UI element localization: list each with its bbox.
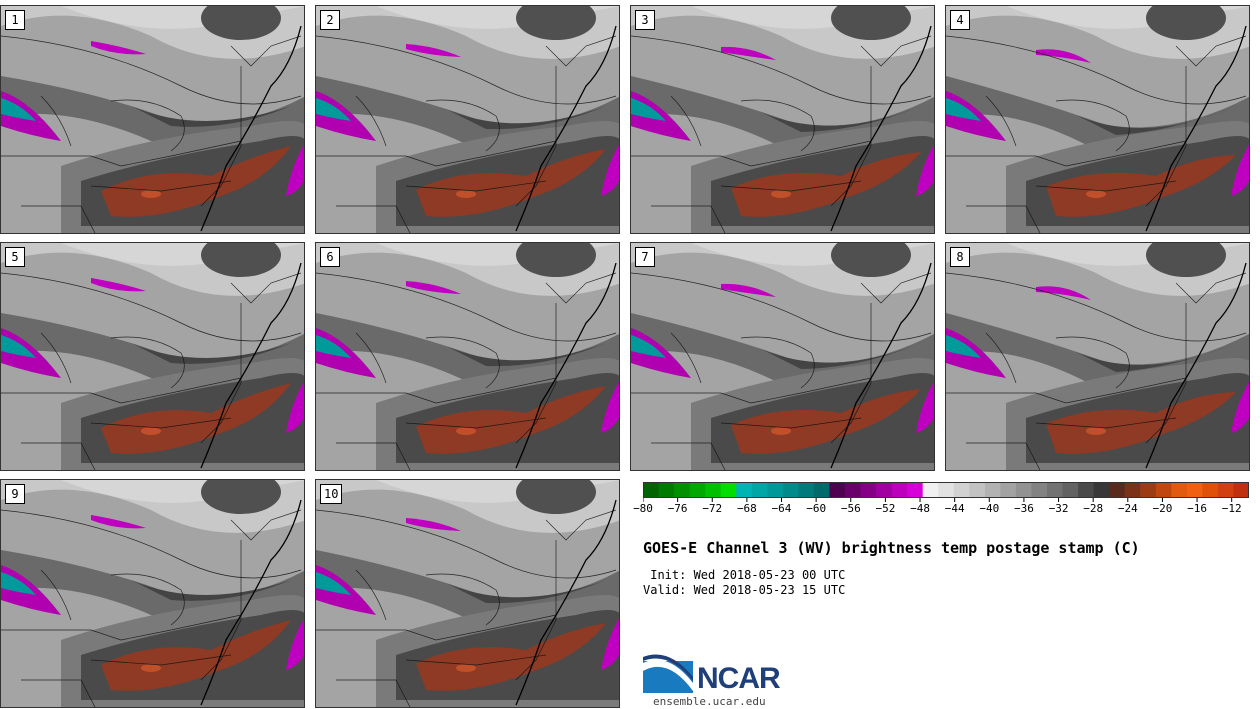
colorbar-tick-label: −48: [910, 502, 930, 515]
stamp-panel-4: 4: [945, 5, 1250, 234]
colorbar-swatch: [689, 482, 706, 498]
water-vapor-map: [1, 243, 304, 470]
colorbar-swatch: [782, 482, 799, 498]
colorbar-tick-label: −60: [806, 502, 827, 515]
ncar-logo-text: NCAR: [697, 662, 781, 695]
colorbar-tick-label: −40: [979, 502, 1000, 515]
colorbar-swatch: [1109, 482, 1126, 498]
colorbar-swatch: [1093, 482, 1110, 498]
colorbar-swatch: [1062, 482, 1079, 498]
colorbar-swatch: [1202, 482, 1219, 498]
colorbar-swatch: [751, 482, 768, 498]
stamp-number: 8: [950, 247, 970, 267]
colorbar-tick-label: −64: [771, 502, 792, 515]
stamp-panel-6: 6: [315, 242, 620, 471]
stamp-number: 5: [5, 247, 25, 267]
stamp-number: 4: [950, 10, 970, 30]
ncar-logo-icon: [643, 654, 693, 693]
water-vapor-map: [316, 243, 619, 470]
stamp-panel-9: 9: [0, 479, 305, 708]
colorbar-swatch: [674, 482, 691, 498]
stamp-panel-7: 7: [630, 242, 935, 471]
water-vapor-map: [946, 243, 1249, 470]
colorbar-swatch: [813, 482, 831, 498]
colorbar-swatch: [705, 482, 722, 498]
colorbar-swatch: [953, 482, 970, 498]
stamp-number: 7: [635, 247, 655, 267]
stamp-panel-8: 8: [945, 242, 1250, 471]
colorbar-swatch: [767, 482, 784, 498]
colorbar-swatch: [1078, 482, 1095, 498]
colorbar-tick-label: −80: [633, 502, 653, 515]
valid-time: Valid: Wed 2018-05-23 15 UTC: [643, 583, 846, 597]
colorbar-swatch: [1171, 482, 1188, 498]
colorbar-swatch: [1047, 482, 1064, 498]
stamp-number: 1: [5, 10, 25, 30]
colorbar-tick-label: −20: [1152, 502, 1173, 515]
stamp-panel-10: 10: [315, 479, 620, 708]
colorbar-swatch: [736, 482, 753, 498]
colorbar-tick-label: −32: [1048, 502, 1069, 515]
water-vapor-map: [631, 243, 934, 470]
colorbar-swatch: [1124, 482, 1141, 498]
init-time: Init: Wed 2018-05-23 00 UTC: [643, 568, 846, 582]
colorbar-swatch: [658, 482, 675, 498]
colorbar-swatch: [1233, 482, 1249, 498]
colorbar-swatch: [876, 482, 893, 498]
colorbar-swatch: [1140, 482, 1157, 498]
stamp-panel-2: 2: [315, 5, 620, 234]
colorbar-swatch: [891, 482, 908, 498]
colorbar-swatch: [1155, 482, 1172, 498]
stamp-number: 10: [320, 484, 343, 504]
colorbar-tick-label: −56: [840, 502, 861, 515]
colorbar-swatch: [643, 482, 660, 498]
colorbar-swatch: [1217, 482, 1235, 498]
colorbar-tick-label: −44: [944, 502, 965, 515]
water-vapor-map: [316, 480, 619, 707]
colorbar-swatch: [720, 482, 737, 498]
colorbar-swatch: [1186, 482, 1203, 498]
colorbar: [643, 482, 1249, 502]
colorbar-tick-label: −12: [1221, 502, 1242, 515]
website-url: ensemble.ucar.edu: [653, 695, 766, 708]
figure-title: GOES-E Channel 3 (WV) brightness temp po…: [643, 539, 1140, 557]
stamp-number: 3: [635, 10, 655, 30]
colorbar-tick-label: −72: [702, 502, 723, 515]
colorbar-swatch: [1031, 482, 1048, 498]
stamp-panel-1: 1: [0, 5, 305, 234]
colorbar-swatch: [1015, 482, 1033, 498]
colorbar-tick-label: −36: [1013, 502, 1034, 515]
colorbar-tick-label: −16: [1187, 502, 1207, 515]
water-vapor-map: [1, 6, 304, 233]
colorbar-tick-label: −52: [875, 502, 896, 515]
stamp-panel-3: 3: [630, 5, 935, 234]
water-vapor-map: [316, 6, 619, 233]
colorbar-swatch: [907, 482, 924, 498]
stamp-number: 9: [5, 484, 25, 504]
colorbar-swatch: [829, 482, 846, 498]
colorbar-swatch: [845, 482, 862, 498]
colorbar-tick-label: −24: [1117, 502, 1138, 515]
colorbar-tick-label: −76: [667, 502, 688, 515]
colorbar-swatch: [1000, 482, 1017, 498]
colorbar-swatch: [860, 482, 877, 498]
water-vapor-map: [631, 6, 934, 233]
water-vapor-map: [946, 6, 1249, 233]
colorbar-tick-label: −68: [736, 502, 757, 515]
colorbar-swatch: [798, 482, 815, 498]
colorbar-swatch: [984, 482, 1001, 498]
colorbar-tick-label: −28: [1083, 502, 1104, 515]
stamp-number: 6: [320, 247, 340, 267]
stamp-number: 2: [320, 10, 340, 30]
colorbar-swatch: [969, 482, 986, 498]
stamp-panel-5: 5: [0, 242, 305, 471]
water-vapor-map: [1, 480, 304, 707]
colorbar-swatch: [922, 482, 939, 498]
colorbar-swatch: [938, 482, 955, 498]
